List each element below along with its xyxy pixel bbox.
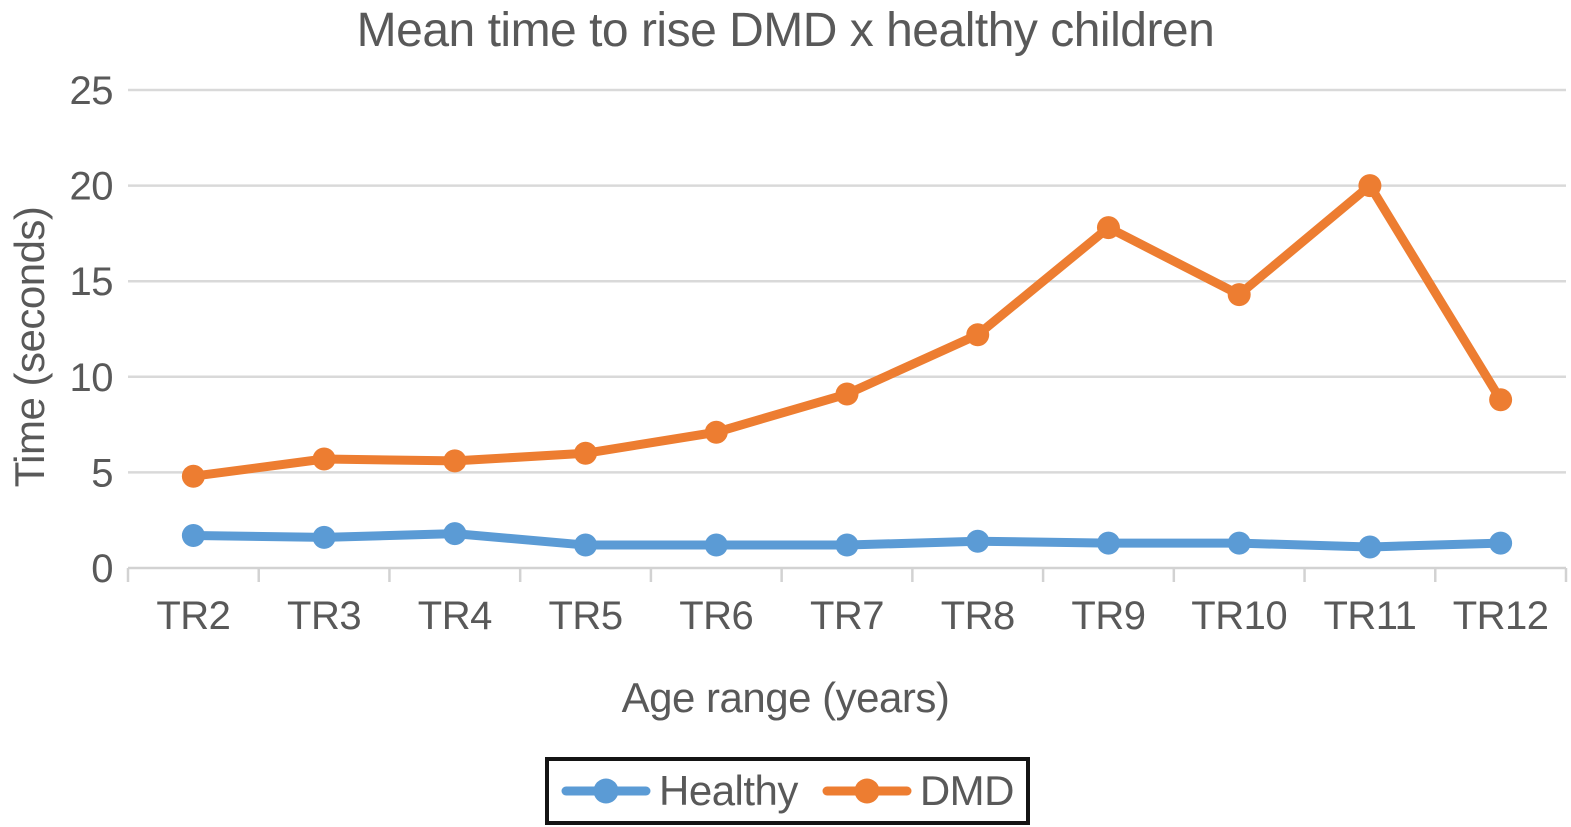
data-point-healthy: [704, 533, 728, 557]
legend-item-healthy: Healthy: [561, 767, 798, 815]
data-point-healthy: [1489, 531, 1513, 555]
data-point-healthy: [1227, 531, 1251, 555]
y-tick-label: 5: [91, 451, 113, 495]
x-tick-label: TR11: [1323, 594, 1416, 638]
dmd-series-swatch-icon: [822, 778, 912, 804]
data-point-healthy: [1096, 531, 1120, 555]
data-point-healthy: [443, 522, 467, 546]
series-line-dmd: [188, 181, 1506, 481]
data-point-dmd: [1358, 174, 1382, 198]
data-point-dmd: [1096, 216, 1120, 240]
data-point-dmd: [966, 323, 990, 347]
data-point-healthy: [1358, 535, 1382, 559]
chart-title: Mean time to rise DMD x healthy children: [356, 4, 1215, 57]
data-point-dmd: [704, 420, 728, 444]
data-point-healthy: [574, 533, 598, 557]
x-tick-label: TR9: [1071, 594, 1145, 638]
data-point-healthy: [312, 525, 336, 549]
data-point-dmd: [443, 449, 467, 473]
x-tick-label: TR5: [549, 594, 623, 638]
data-point-dmd: [835, 382, 859, 406]
x-tick-label: TR12: [1453, 594, 1549, 638]
plot-area: 0 5 10 15 20 25 TR2 TR3 TR4 TR5 TR6 TR7 TR8 TR9 TR10 TR…: [70, 69, 1568, 638]
data-point-healthy: [835, 533, 859, 557]
x-tick-label: TR8: [941, 594, 1015, 638]
data-point-dmd: [181, 464, 205, 488]
x-tick-label: TR3: [287, 594, 361, 638]
legend-label-dmd: DMD: [919, 767, 1015, 814]
x-tick-label: TR4: [418, 594, 492, 638]
x-tick-label: TR7: [810, 594, 884, 638]
y-tick-label: 20: [70, 165, 114, 209]
data-point-healthy: [966, 529, 990, 553]
data-point-dmd: [312, 447, 336, 471]
data-point-healthy: [181, 523, 205, 547]
y-tick-label: 25: [70, 69, 114, 113]
data-point-dmd: [1227, 283, 1251, 307]
data-point-dmd: [1489, 388, 1513, 412]
x-tick-label: TR6: [679, 594, 753, 638]
healthy-series-swatch-icon: [561, 778, 651, 804]
legend-item-dmd: DMD: [822, 767, 1015, 815]
data-point-dmd: [574, 441, 598, 465]
x-axis-title: Age range (years): [621, 674, 950, 721]
y-tick-label: 10: [70, 356, 114, 400]
y-tick-label: 15: [70, 260, 114, 304]
x-tick-label: TR10: [1191, 594, 1287, 638]
y-tick-label: 0: [91, 547, 113, 591]
x-tick-label: TR2: [156, 594, 230, 638]
legend: Healthy DMD: [545, 757, 1030, 825]
legend-label-healthy: Healthy: [659, 767, 798, 814]
